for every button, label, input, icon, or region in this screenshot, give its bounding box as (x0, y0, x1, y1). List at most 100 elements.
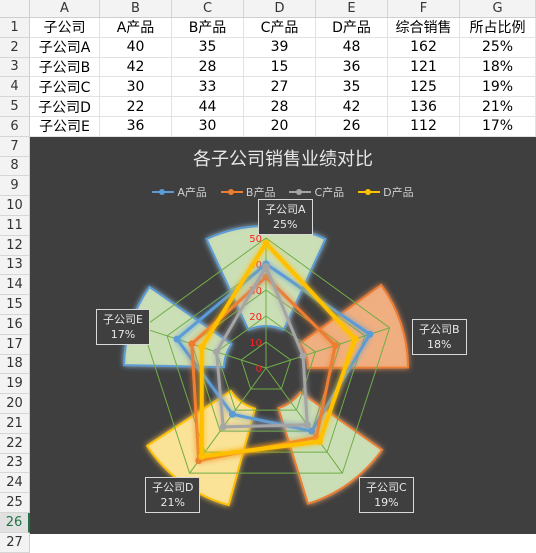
row-header-7[interactable]: 7 (0, 136, 30, 157)
cell-f2[interactable]: 162 (388, 37, 460, 58)
cell-f3[interactable]: 121 (388, 57, 460, 78)
series-point (331, 342, 339, 350)
cell-b5[interactable]: 22 (100, 97, 172, 117)
cell-d6[interactable]: 20 (244, 117, 316, 137)
row-header-25[interactable]: 25 (0, 493, 30, 513)
radar-grid-ring (240, 341, 292, 390)
cell-c4[interactable]: 33 (172, 77, 244, 98)
cell-d2[interactable]: 39 (244, 37, 316, 58)
cell-g6[interactable]: 17% (460, 117, 536, 137)
cell-g4[interactable]: 19% (460, 77, 536, 98)
row-header-17[interactable]: 17 (0, 334, 30, 355)
row-header-9[interactable]: 9 (0, 176, 30, 197)
row-header-13[interactable]: 13 (0, 255, 30, 276)
cell-b4[interactable]: 30 (100, 77, 172, 98)
row-header-2[interactable]: 2 (0, 37, 30, 58)
cell-c2[interactable]: 35 (172, 37, 244, 58)
row-header-24[interactable]: 24 (0, 473, 30, 494)
cell-a1[interactable]: 子公司 (30, 18, 100, 38)
radar-chart[interactable]: 各子公司销售业绩对比 A产品 B产品 C产品 D产品 0 10 20 30 40 50 子公司A… (30, 137, 536, 534)
row-header-11[interactable]: 11 (0, 216, 30, 236)
row-header-1[interactable]: 1 (0, 18, 30, 38)
row-header-8[interactable]: 8 (0, 156, 30, 177)
radar-plot: 0 10 20 30 40 50 (123, 225, 410, 507)
legend-label: D产品 (383, 186, 414, 199)
row-header-16[interactable]: 16 (0, 315, 30, 335)
row-header-14[interactable]: 14 (0, 275, 30, 296)
legend-item[interactable]: D产品 (358, 184, 414, 200)
series-point (308, 427, 316, 435)
row-header-19[interactable]: 19 (0, 374, 30, 395)
cell-d3[interactable]: 15 (244, 57, 316, 78)
column-header-g[interactable]: G (460, 0, 536, 18)
callout-name: 子公司D (152, 481, 194, 494)
column-header-d[interactable]: D (244, 0, 316, 18)
series-point (299, 352, 307, 360)
legend-item[interactable]: B产品 (220, 184, 276, 200)
cell-d4[interactable]: 27 (244, 77, 316, 98)
cell-a2[interactable]: 子公司A (30, 37, 100, 58)
cell-e6[interactable]: 26 (316, 117, 388, 137)
row-header-15[interactable]: 15 (0, 295, 30, 315)
row-header-3[interactable]: 3 (0, 57, 30, 78)
column-header-a[interactable]: A (30, 0, 100, 18)
data-callout[interactable]: 子公司C 19% (359, 477, 414, 513)
cell-a4[interactable]: 子公司C (30, 77, 100, 98)
cell-f1[interactable]: 综合销售 (388, 18, 460, 38)
cell-b3[interactable]: 42 (100, 57, 172, 78)
column-header-c[interactable]: C (172, 0, 244, 18)
cell-c6[interactable]: 30 (172, 117, 244, 137)
data-callout[interactable]: 子公司D 21% (145, 477, 201, 513)
series-line (199, 239, 358, 459)
series-point (188, 340, 196, 348)
column-header-e[interactable]: E (316, 0, 388, 18)
legend-item[interactable]: A产品 (152, 184, 207, 200)
data-callout[interactable]: 子公司B 18% (412, 319, 467, 355)
cell-e4[interactable]: 35 (316, 77, 388, 98)
row-header-27[interactable]: 27 (0, 532, 30, 553)
row-header-18[interactable]: 18 (0, 354, 30, 375)
cell-b1[interactable]: A产品 (100, 18, 172, 38)
cell-a5[interactable]: 子公司D (30, 97, 100, 117)
cell-c3[interactable]: 28 (172, 57, 244, 78)
cell-b2[interactable]: 40 (100, 37, 172, 58)
cell-g5[interactable]: 21% (460, 97, 536, 117)
row-header-5[interactable]: 5 (0, 97, 30, 117)
data-callout[interactable]: 子公司E 17% (96, 309, 150, 345)
cell-e1[interactable]: D产品 (316, 18, 388, 38)
data-callout[interactable]: 子公司A 25% (258, 199, 313, 235)
cell-a6[interactable]: 子公司E (30, 117, 100, 137)
row-header-4[interactable]: 4 (0, 77, 30, 98)
cell-b6[interactable]: 36 (100, 117, 172, 137)
row-header-21[interactable]: 21 (0, 414, 30, 434)
legend-item[interactable]: C产品 (289, 184, 344, 200)
row-header-22[interactable]: 22 (0, 433, 30, 454)
radar-grid-ring (141, 237, 391, 474)
select-all-corner[interactable] (0, 0, 30, 18)
legend-label: B产品 (245, 186, 276, 199)
cell-f4[interactable]: 125 (388, 77, 460, 98)
cell-d1[interactable]: C产品 (244, 18, 316, 38)
chart-legend: A产品 B产品 C产品 D产品 (30, 184, 536, 200)
row-header-12[interactable]: 12 (0, 235, 30, 256)
radar-grid-ring (191, 289, 341, 432)
cell-d5[interactable]: 28 (244, 97, 316, 117)
cell-g3[interactable]: 18% (460, 57, 536, 78)
cell-f6[interactable]: 112 (388, 117, 460, 137)
cell-g2[interactable]: 25% (460, 37, 536, 58)
row-header-26[interactable]: 26 (0, 513, 30, 533)
column-header-f[interactable]: F (388, 0, 460, 18)
cell-c5[interactable]: 44 (172, 97, 244, 117)
row-header-10[interactable]: 10 (0, 196, 30, 216)
cell-e3[interactable]: 36 (316, 57, 388, 78)
cell-f5[interactable]: 136 (388, 97, 460, 117)
cell-e2[interactable]: 48 (316, 37, 388, 58)
row-header-6[interactable]: 6 (0, 117, 30, 137)
row-header-20[interactable]: 20 (0, 394, 30, 414)
column-header-b[interactable]: B (100, 0, 172, 18)
cell-g1[interactable]: 所占比例 (460, 18, 536, 38)
cell-e5[interactable]: 42 (316, 97, 388, 117)
cell-a3[interactable]: 子公司B (30, 57, 100, 78)
cell-c1[interactable]: B产品 (172, 18, 244, 38)
row-header-23[interactable]: 23 (0, 453, 30, 474)
